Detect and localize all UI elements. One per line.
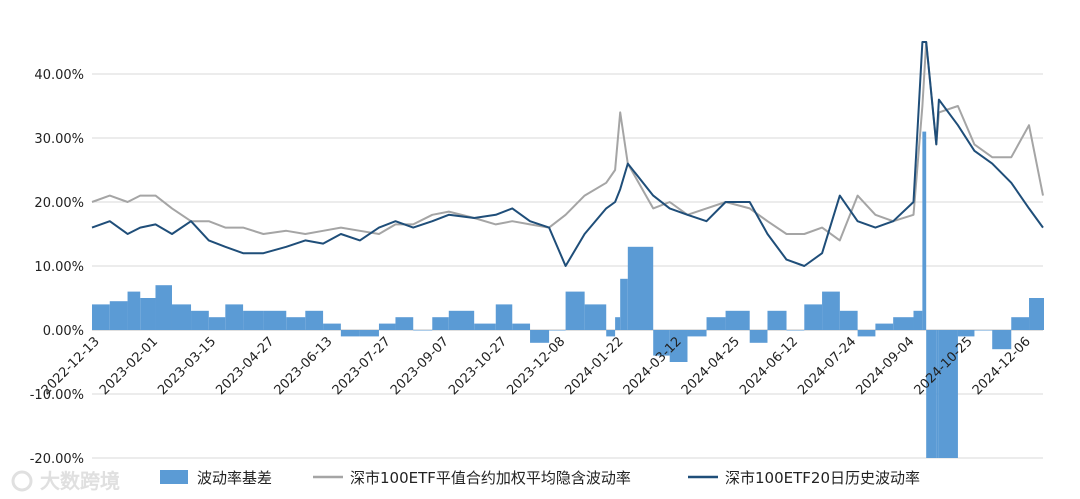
- basis-bar: [474, 323, 496, 330]
- legend-swatch-basis: [160, 470, 188, 484]
- basis-bar: [926, 330, 937, 458]
- basis-bar: [512, 323, 531, 330]
- x-tick-label: 2023-03-15: [155, 334, 219, 398]
- x-axis: 2022-12-132023-02-012023-03-152023-04-27…: [39, 334, 1034, 398]
- basis-bar: [1029, 298, 1043, 330]
- x-tick-label: 2023-06-13: [272, 334, 336, 398]
- y-tick-label: 10.00%: [34, 260, 84, 275]
- basis-bar: [627, 246, 654, 330]
- basis-bar: [359, 330, 379, 337]
- basis-bar: [565, 291, 585, 330]
- x-tick-label: 2024-04-25: [679, 334, 743, 398]
- basis-bar: [109, 301, 128, 330]
- basis-bar: [957, 330, 975, 337]
- basis-bar: [822, 291, 840, 330]
- legend: 波动率基差 深市100ETF平值合约加权平均隐含波动率 深市100ETF20日历…: [160, 469, 920, 487]
- x-tick-label: 2023-09-07: [388, 334, 452, 398]
- x-tick-label: 2023-07-27: [330, 334, 394, 398]
- x-tick-label: 2024-06-12: [737, 334, 801, 398]
- basis-bar: [938, 330, 958, 458]
- basis-bar: [378, 323, 396, 330]
- basis-bar: [340, 330, 360, 337]
- basis-bar: [171, 304, 192, 330]
- basis-bar: [127, 291, 141, 330]
- basis-bar: [936, 330, 939, 458]
- basis-bar: [857, 330, 876, 337]
- x-tick-label: 2023-04-27: [213, 334, 277, 398]
- basis-bar: [549, 330, 566, 331]
- basis-bar: [155, 285, 172, 330]
- basis-bar: [1011, 317, 1030, 330]
- legend-label-implied-vol: 深市100ETF平值合约加权平均隐含波动率: [350, 469, 631, 487]
- basis-bar: [584, 304, 607, 330]
- x-tick-label: 2024-07-24: [795, 334, 859, 398]
- basis-bar: [620, 278, 628, 330]
- legend-label-historical-vol: 深市100ETF20日历史波动率: [725, 469, 920, 487]
- basis-bar: [263, 310, 287, 330]
- legend-label-basis: 波动率基差: [197, 469, 272, 487]
- x-tick-label: 2024-09-04: [853, 334, 917, 398]
- line-series: [91, 41, 1044, 267]
- basis-bar: [893, 317, 914, 330]
- basis-bar: [687, 330, 707, 337]
- basis-area-series: [92, 131, 1044, 458]
- series-line-2: [91, 41, 1044, 267]
- y-tick-label: 20.00%: [34, 196, 84, 211]
- basis-bar: [615, 317, 621, 330]
- basis-bar: [749, 330, 768, 343]
- basis-bar: [653, 330, 670, 356]
- y-axis: -20.00% -10.00% 0.00% 10.00% 20.00% 30.00% 40.…: [30, 68, 84, 467]
- basis-bar: [495, 304, 513, 330]
- basis-bar: [191, 310, 209, 330]
- basis-bar: [413, 330, 433, 331]
- x-tick-label: 2023-02-01: [97, 334, 161, 398]
- basis-bar: [606, 330, 616, 337]
- basis-bar: [839, 310, 858, 330]
- basis-bar: [286, 317, 306, 330]
- basis-bar: [530, 330, 550, 343]
- basis-bar: [804, 304, 823, 330]
- watermark: 大数跨境: [11, 469, 120, 493]
- basis-bar: [974, 330, 993, 331]
- basis-bar: [922, 131, 927, 330]
- x-tick-label: 2023-10-27: [446, 334, 510, 398]
- basis-bar: [92, 304, 110, 330]
- basis-bar: [786, 330, 805, 331]
- y-tick-label: 0.00%: [43, 324, 84, 339]
- basis-bar: [395, 317, 414, 330]
- basis-bar: [243, 310, 264, 330]
- x-tick-label: 2024-03-12: [621, 334, 685, 398]
- basis-bar: [140, 298, 156, 330]
- basis-bar: [448, 310, 475, 330]
- x-tick-label: 2024-01-22: [562, 334, 626, 398]
- watermark-text: 大数跨境: [40, 469, 120, 493]
- y-tick-label: 30.00%: [34, 132, 84, 147]
- y-tick-label: -10.00%: [30, 388, 84, 403]
- basis-bar: [992, 330, 1012, 350]
- basis-bar: [669, 330, 688, 362]
- watermark-logo-icon: [11, 470, 33, 492]
- basis-bar: [208, 317, 226, 330]
- basis-bar: [323, 323, 341, 330]
- basis-bar: [875, 323, 894, 330]
- basis-bar: [706, 317, 726, 330]
- basis-bar: [767, 310, 787, 330]
- gridlines: [92, 73, 1043, 459]
- basis-bar: [913, 310, 923, 330]
- series-line-1: [91, 41, 1044, 242]
- x-tick-label: 2023-12-08: [504, 334, 568, 398]
- basis-bar: [225, 304, 244, 330]
- basis-bar: [725, 310, 750, 330]
- y-tick-label: -20.00%: [30, 452, 84, 467]
- basis-bar: [1043, 298, 1044, 330]
- basis-bar: [305, 310, 324, 330]
- y-tick-label: 40.00%: [34, 68, 84, 83]
- basis-bar: [432, 317, 449, 330]
